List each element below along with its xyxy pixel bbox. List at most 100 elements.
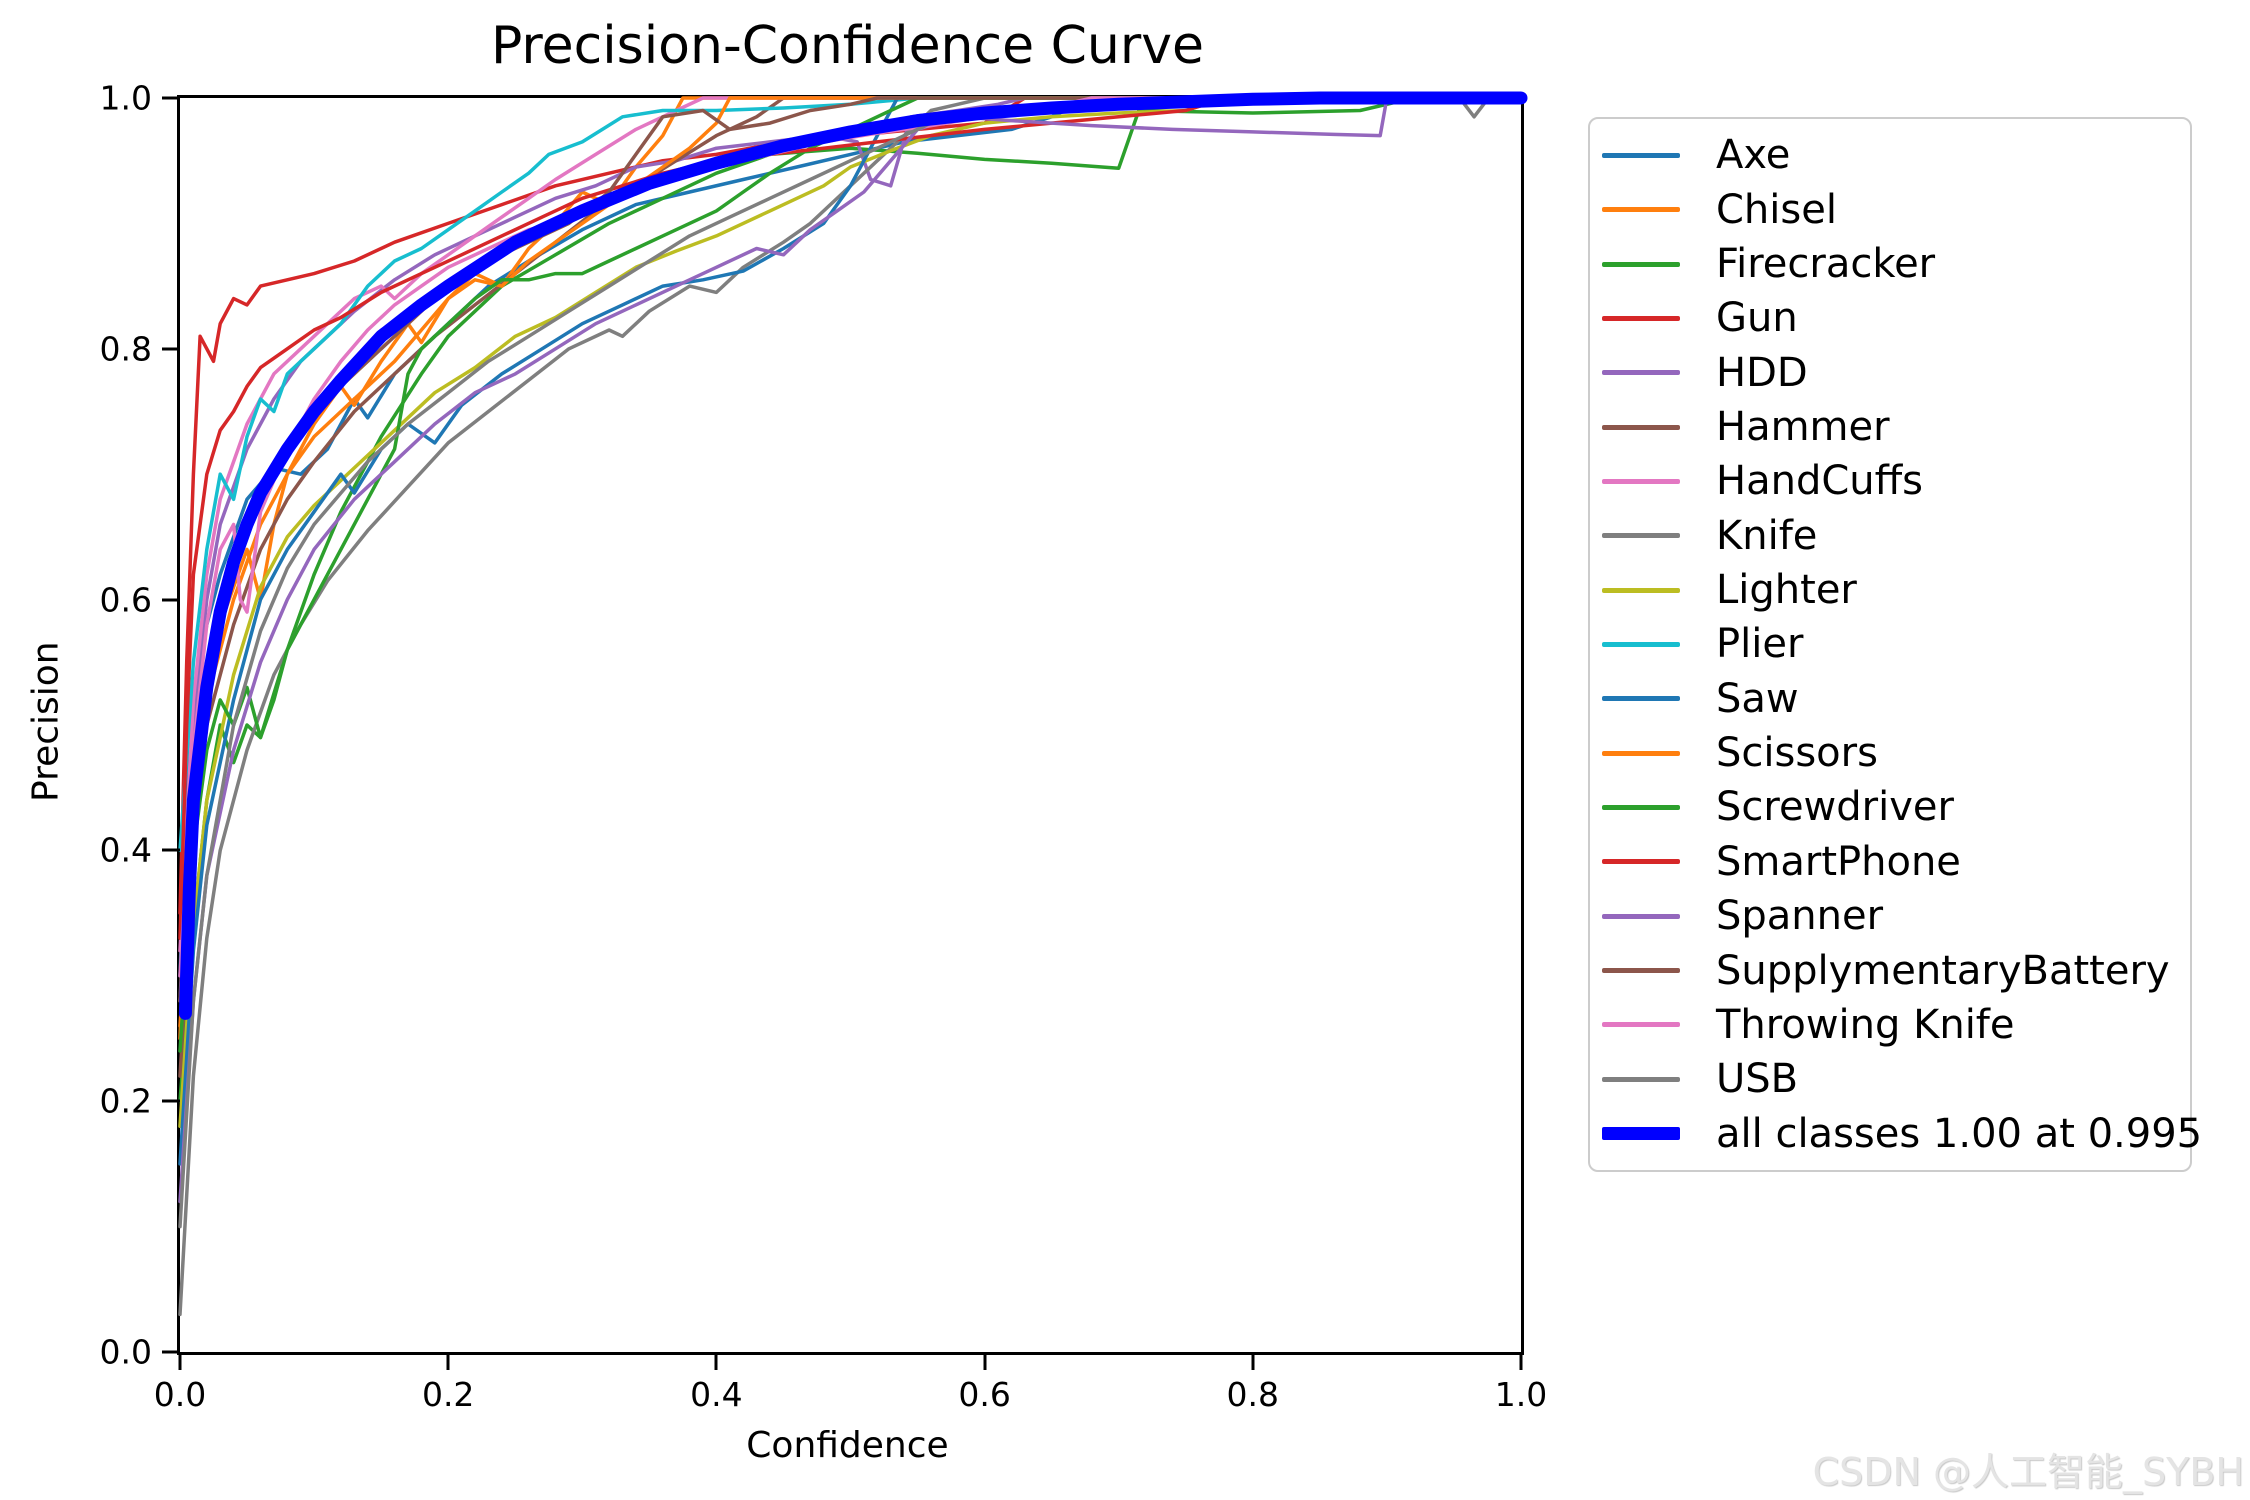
legend-label: Plier — [1716, 621, 1804, 668]
legend-line-sample — [1602, 152, 1680, 158]
legend: Axe Chisel Firecracker Gun HDD Hammer HandCuff… — [1588, 117, 2202, 1172]
curve-supplymentarybattery — [178, 96, 1523, 1003]
x-tick-mark — [1519, 1352, 1523, 1370]
x-axis-label: Confidence — [746, 1425, 949, 1466]
plot-area: 0.0 0.2 0.4 0.6 0.8 1.0 0.0 0.2 0.4 0.6 0.8 1.0 — [100, 82, 1548, 1412]
legend-line-sample — [1602, 859, 1680, 865]
x-tick-mark — [446, 1352, 450, 1370]
legend-line-sample — [1602, 1127, 1680, 1141]
curve-spanner — [178, 96, 1523, 1204]
legend-item-lighter: Lighter — [1602, 564, 2190, 616]
legend-item-hammer: Hammer — [1602, 401, 2190, 453]
legend-line-sample — [1602, 1076, 1680, 1082]
watermark: CSDN @人工智能_SYBH — [1812, 1450, 2244, 1494]
x-tick-label: 0.4 — [690, 1375, 743, 1414]
legend-line-sample — [1602, 587, 1680, 593]
legend-item-knife: Knife — [1602, 510, 2190, 562]
legend-item-throwing-knife: Throwing Knife — [1602, 999, 2190, 1051]
y-tick-mark — [162, 1350, 180, 1354]
legend-line-sample — [1602, 913, 1680, 919]
legend-line-sample — [1602, 478, 1680, 484]
y-tick-label: 0.0 — [99, 1332, 152, 1372]
legend-item-usb: USB — [1602, 1053, 2190, 1105]
legend-item-spanner: Spanner — [1602, 890, 2190, 942]
x-tick-label: 0.8 — [1226, 1375, 1280, 1414]
legend-label: Screwdriver — [1716, 784, 1954, 831]
y-tick-label: 0.8 — [99, 329, 152, 369]
x-tick-mark — [714, 1352, 718, 1370]
y-tick-mark — [162, 96, 180, 100]
y-tick-label: 1.0 — [99, 78, 152, 118]
legend-label: HDD — [1716, 349, 1808, 396]
precision-curves-svg — [178, 91, 1528, 1317]
legend-label: Knife — [1716, 512, 1818, 559]
legend-label: SupplymentaryBattery — [1716, 947, 2170, 994]
legend-item-saw: Saw — [1602, 673, 2190, 725]
curve-axe — [178, 96, 1523, 978]
legend-label: Saw — [1716, 675, 1799, 722]
legend-item-screwdriver: Screwdriver — [1602, 781, 2190, 833]
legend-label: Lighter — [1716, 567, 1857, 614]
y-axis-label: Precision — [25, 641, 67, 803]
legend-label: Axe — [1716, 132, 1791, 179]
curve-lighter — [178, 96, 1523, 1129]
curve-usb — [178, 96, 1523, 1229]
legend-item-firecracker: Firecracker — [1602, 238, 2190, 290]
legend-item-all-classes-1-00-at-0-995: all classes 1.00 at 0.995 — [1602, 1108, 2202, 1160]
curve-saw — [178, 96, 1523, 1166]
curve-firecracker — [178, 96, 1523, 1103]
y-tick-mark — [162, 347, 180, 351]
y-tick-mark — [162, 598, 180, 602]
x-tick-label: 0.0 — [153, 1375, 207, 1414]
legend-line-sample — [1602, 424, 1680, 430]
legend-label: Scissors — [1716, 730, 1878, 777]
x-tick-label: 0.2 — [421, 1375, 475, 1414]
curve-knife — [178, 96, 1523, 1317]
legend-line-sample — [1602, 696, 1680, 702]
x-tick-mark — [178, 1352, 182, 1370]
legend-item-smartphone: SmartPhone — [1602, 836, 2190, 888]
legend-label: HandCuffs — [1716, 458, 1924, 505]
legend-label: Gun — [1716, 295, 1798, 342]
legend-label: USB — [1716, 1056, 1799, 1103]
curve-screwdriver — [178, 96, 1523, 1053]
legend-item-supplymentarybattery: SupplymentaryBattery — [1602, 945, 2190, 997]
legend-line-sample — [1602, 750, 1680, 756]
legend-line-sample — [1602, 370, 1680, 376]
legend-item-chisel: Chisel — [1602, 184, 2190, 236]
curve-gun — [178, 96, 1523, 915]
legend-item-handcuffs: HandCuffs — [1602, 455, 2190, 507]
legend-item-hdd: HDD — [1602, 347, 2190, 399]
legend-label: Throwing Knife — [1716, 1001, 2015, 1048]
legend-item-axe: Axe — [1602, 129, 2190, 181]
y-tick-label: 0.2 — [99, 1081, 152, 1121]
legend-item-gun: Gun — [1602, 292, 2190, 344]
legend-label: Hammer — [1716, 404, 1890, 451]
curve-hammer — [178, 96, 1523, 1078]
legend-item-scissors: Scissors — [1602, 727, 2190, 779]
x-tick-label: 0.6 — [958, 1375, 1011, 1414]
y-tick-label: 0.4 — [99, 830, 152, 870]
legend-line-sample — [1602, 968, 1680, 973]
x-tick-mark — [1251, 1352, 1255, 1370]
legend-label: SmartPhone — [1716, 838, 1961, 885]
curve-all-classes-1-00-at-0-995 — [178, 91, 1528, 1020]
legend-line-sample — [1602, 315, 1680, 321]
chart-title: Precision-Confidence Curve — [490, 16, 1205, 76]
legend-line-sample — [1602, 533, 1680, 539]
curve-chisel — [178, 96, 1523, 1041]
legend-line-sample — [1602, 1022, 1680, 1028]
legend-label: Firecracker — [1716, 241, 1936, 288]
y-tick-label: 0.6 — [99, 580, 152, 620]
legend-line-sample — [1602, 207, 1680, 213]
curve-hdd — [178, 96, 1523, 1003]
curve-throwing-knife — [178, 96, 1523, 978]
legend-item-plier: Plier — [1602, 618, 2190, 670]
curve-handcuffs — [178, 96, 1523, 953]
x-tick-label: 1.0 — [1494, 1375, 1548, 1414]
x-tick-mark — [983, 1352, 987, 1370]
legend-label: Spanner — [1716, 893, 1884, 940]
legend-label: all classes 1.00 at 0.995 — [1716, 1110, 2203, 1157]
legend-line-sample — [1602, 641, 1680, 647]
